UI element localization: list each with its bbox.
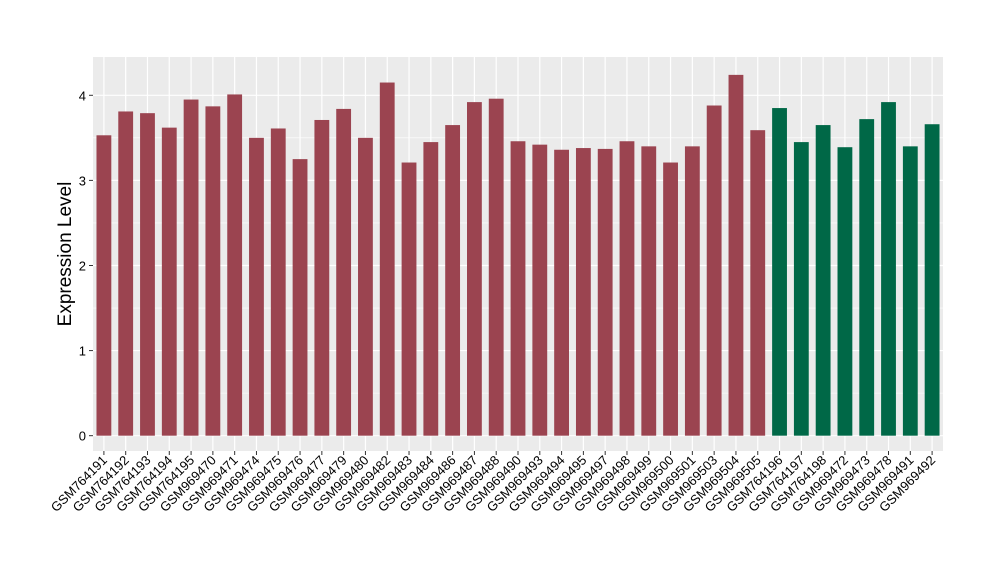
bar <box>532 144 548 436</box>
bar <box>467 102 482 436</box>
bar <box>881 102 896 436</box>
bar <box>292 159 308 436</box>
bar <box>815 125 831 436</box>
bar <box>205 106 221 436</box>
bar <box>510 141 526 436</box>
bar <box>597 148 613 436</box>
bar <box>554 149 569 436</box>
bar <box>379 82 395 436</box>
bar <box>140 113 155 436</box>
bar <box>575 148 591 436</box>
bar <box>619 141 635 436</box>
bar <box>902 146 918 436</box>
bars <box>96 74 940 436</box>
bar <box>445 125 461 436</box>
bar <box>837 147 853 436</box>
bar <box>924 124 940 436</box>
y-axis: 0 1 2 3 4 <box>79 88 93 444</box>
bar <box>641 146 657 436</box>
bar <box>859 119 875 436</box>
bar <box>314 119 330 436</box>
bar <box>270 128 286 436</box>
bar <box>663 162 678 436</box>
bar <box>227 94 243 436</box>
bar <box>336 108 352 436</box>
bar <box>772 108 787 436</box>
x-axis: GSM764191GSM764192GSM764193GSM764194GSM7… <box>48 451 938 515</box>
y-tick-label: 4 <box>79 88 86 103</box>
y-tick-label: 3 <box>79 173 86 188</box>
y-axis-label: Expression Level <box>55 182 76 327</box>
bar <box>750 130 766 436</box>
bar <box>161 127 177 436</box>
bar <box>793 142 809 436</box>
bar <box>423 142 439 436</box>
bar <box>96 135 112 436</box>
bar <box>401 162 417 436</box>
bar <box>728 74 744 436</box>
y-tick-label: 2 <box>79 258 86 273</box>
bar <box>358 137 373 436</box>
y-tick-label: 0 <box>79 429 86 444</box>
bar <box>684 146 700 436</box>
bar <box>183 99 199 436</box>
bar <box>118 111 134 436</box>
bar <box>706 105 722 436</box>
bar <box>488 98 504 436</box>
y-tick-label: 1 <box>79 344 86 359</box>
bar <box>249 137 264 436</box>
